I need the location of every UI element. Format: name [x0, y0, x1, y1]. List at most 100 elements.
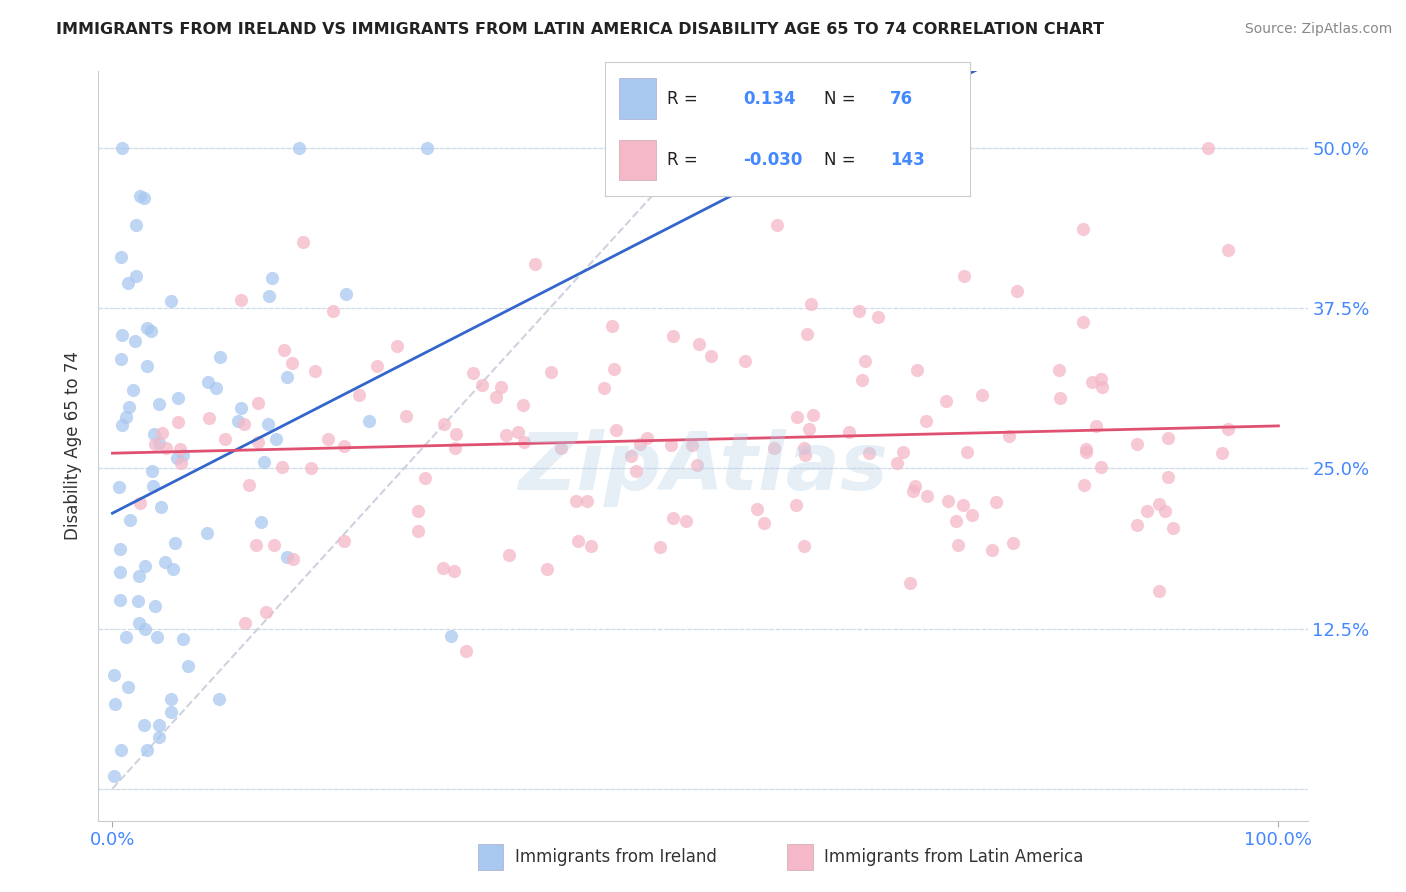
Point [128, 569, 150, 583]
Point [110, 250, 132, 264]
Point [512, 398, 534, 412]
Point [134, 559, 156, 574]
Point [291, 235, 314, 250]
Point [962, 508, 984, 523]
Point [195, 526, 218, 541]
Point [246, 435, 269, 450]
Point [489, 380, 512, 394]
Point [675, 514, 697, 528]
Point [800, 297, 823, 311]
Point [1091, 380, 1114, 394]
Text: ZipAtlas: ZipAtlas [517, 429, 889, 508]
Point [550, 442, 572, 456]
Point [700, 349, 723, 363]
Point [1147, 584, 1170, 599]
Y-axis label: Disability Age 65 to 74: Disability Age 65 to 74 [65, 351, 83, 541]
Point [110, 593, 132, 607]
Point [793, 539, 815, 553]
Point [416, 141, 439, 155]
Point [322, 304, 344, 318]
Point [905, 363, 928, 377]
Point [406, 503, 429, 517]
Point [143, 437, 166, 451]
Point [136, 359, 159, 373]
Point [1218, 243, 1240, 257]
Point [276, 550, 298, 565]
Point [177, 659, 200, 673]
Point [565, 494, 588, 508]
Point [579, 539, 602, 553]
Point [1157, 469, 1180, 483]
Point [620, 449, 643, 463]
Point [766, 218, 789, 232]
Point [121, 383, 143, 397]
Point [141, 464, 163, 478]
Text: 76: 76 [890, 89, 912, 108]
Point [172, 449, 194, 463]
Point [628, 437, 651, 451]
Point [229, 293, 252, 307]
Point [648, 541, 671, 555]
Point [1071, 222, 1094, 236]
Point [165, 536, 187, 550]
Point [801, 409, 824, 423]
Point [1090, 371, 1112, 385]
Point [754, 516, 776, 530]
Point [1074, 442, 1097, 456]
Point [118, 513, 141, 527]
Point [117, 680, 139, 694]
Point [444, 427, 467, 442]
Bar [619, 78, 655, 119]
Point [984, 495, 1007, 509]
Point [952, 499, 974, 513]
Point [125, 269, 148, 284]
Point [1071, 315, 1094, 329]
Point [276, 370, 298, 384]
Text: Immigrants from Latin America: Immigrants from Latin America [824, 848, 1083, 866]
Point [1049, 392, 1071, 406]
Point [226, 414, 249, 428]
Point [111, 328, 134, 343]
Point [146, 630, 169, 644]
Point [936, 494, 959, 508]
Point [600, 318, 623, 333]
Point [1005, 284, 1028, 298]
Point [797, 422, 820, 436]
Point [745, 501, 768, 516]
Point [1136, 504, 1159, 518]
Point [128, 189, 150, 203]
Point [796, 327, 818, 342]
Point [134, 622, 156, 636]
Point [125, 218, 148, 232]
Text: -0.030: -0.030 [744, 151, 803, 169]
Point [127, 594, 149, 608]
Point [110, 351, 132, 366]
Point [128, 615, 150, 630]
Point [167, 392, 190, 406]
Point [593, 381, 616, 395]
Point [245, 538, 267, 552]
Point [981, 542, 1004, 557]
Point [134, 717, 156, 731]
Point [332, 439, 354, 453]
Point [254, 605, 277, 619]
Point [485, 390, 508, 404]
Point [253, 454, 276, 468]
Point [115, 409, 138, 424]
Point [413, 471, 436, 485]
Point [132, 191, 155, 205]
Point [316, 432, 339, 446]
Point [387, 339, 409, 353]
Point [288, 141, 311, 155]
Point [793, 448, 815, 462]
Point [498, 548, 520, 562]
Point [512, 435, 534, 450]
Point [688, 337, 710, 351]
Point [972, 388, 994, 402]
Point [170, 456, 193, 470]
Point [1211, 445, 1233, 459]
Point [108, 565, 131, 579]
Point [762, 441, 785, 455]
Point [626, 464, 648, 478]
Point [249, 515, 271, 529]
